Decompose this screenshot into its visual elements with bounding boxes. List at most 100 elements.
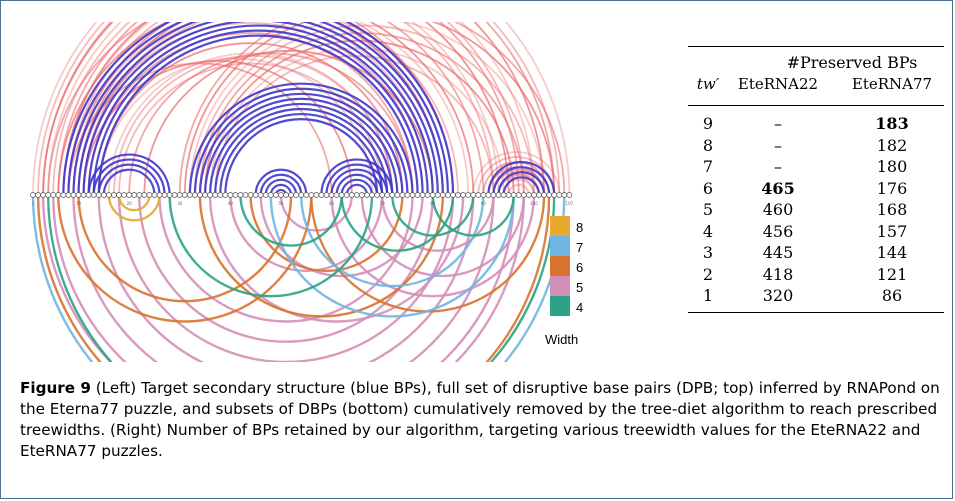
- removed-arc: [31, 194, 566, 362]
- removed-arc: [72, 194, 495, 362]
- nucleotide: [480, 192, 487, 198]
- dbp-arc: [42, 22, 545, 196]
- removed-arc: [107, 194, 161, 222]
- removed-arc: [97, 194, 475, 362]
- cell-eterna22: –: [774, 114, 782, 133]
- nucleotide: [455, 192, 461, 198]
- nucleotide: [566, 192, 573, 198]
- nucleotide: [369, 192, 375, 198]
- removed-arc: [208, 194, 465, 323]
- dbp-arc: [37, 22, 561, 196]
- nucleotide: [100, 192, 107, 198]
- legend-swatch: [550, 256, 570, 276]
- removed-arc: [229, 194, 384, 273]
- nucleotide: [55, 192, 62, 198]
- target-arc: [87, 153, 171, 196]
- dbp-arc: [72, 22, 485, 196]
- nucleotide: [541, 192, 547, 198]
- nucleotide: [338, 192, 345, 198]
- target-arc: [82, 22, 434, 196]
- nucleotide: [75, 192, 82, 198]
- nucleotide: [141, 192, 148, 198]
- nucleotide: [273, 192, 279, 198]
- nucleotide: [348, 192, 355, 198]
- arc-diagram: 1 10 20 30 40 50 60 70 80 90 100 107: [30, 22, 574, 362]
- cell-eterna22: –: [774, 157, 782, 176]
- removed-arc: [52, 194, 515, 362]
- cell-eterna22: 445: [762, 243, 794, 262]
- nucleotide: [384, 192, 391, 198]
- nucleotide: [187, 192, 193, 198]
- cell-eterna77: 157: [876, 221, 908, 241]
- caption-text: (Left) Target secondary structure (blue …: [20, 379, 940, 460]
- dbp-arc: [77, 22, 475, 196]
- removed-arc: [239, 194, 343, 247]
- nucleotide: [202, 192, 208, 198]
- table-row: 8 – 182: [688, 136, 948, 158]
- dbp-arc: [472, 151, 561, 196]
- position-tick-label: 100: [530, 201, 538, 206]
- nucleotide: [293, 192, 299, 198]
- cell-eterna77: 168: [876, 200, 908, 219]
- nucleotide: [242, 192, 249, 198]
- table-row: 6 465 176: [688, 179, 948, 201]
- nucleotide: [419, 192, 426, 198]
- dbp-arc: [183, 22, 556, 196]
- nucleotide: [45, 192, 52, 198]
- nucleotide: [318, 192, 325, 198]
- cell-eterna77: 86: [881, 286, 903, 305]
- table-row: 1 320 86: [688, 286, 948, 308]
- target-arc: [497, 171, 546, 196]
- table-row: 5 460 168: [688, 200, 948, 222]
- cell-eterna77: 183: [875, 114, 909, 133]
- legend-label: 5: [576, 280, 584, 295]
- position-tick-label: 40: [228, 201, 234, 206]
- legend-label: 6: [576, 260, 584, 275]
- nucleotide: [136, 192, 143, 198]
- target-arc: [97, 163, 161, 196]
- table-header-row: tw′ EteRNA22 EteRNA77: [688, 75, 948, 105]
- cell-tw: 6: [702, 178, 714, 198]
- nucleotide: [131, 192, 138, 198]
- nucleotide: [445, 192, 451, 198]
- nucleotide: [556, 192, 563, 198]
- nucleotide: [85, 192, 92, 198]
- target-arc: [320, 158, 394, 196]
- cell-eterna77: 176: [876, 178, 908, 198]
- nucleotide: [424, 192, 431, 198]
- table-row: 7 – 180: [688, 157, 948, 179]
- nucleotide: [90, 192, 97, 198]
- target-arc: [193, 87, 409, 196]
- removed-arc: [117, 194, 455, 362]
- nucleotide: [328, 192, 335, 198]
- target-arc: [264, 178, 298, 196]
- nucleotide: [156, 192, 163, 198]
- position-tick-label: 90: [481, 201, 487, 206]
- cell-eterna22: 320: [762, 286, 794, 305]
- position-tick-label: 107: [566, 201, 574, 206]
- legend-label: 4: [576, 300, 584, 315]
- nucleotide: [429, 192, 436, 198]
- target-arc: [492, 166, 551, 196]
- target-arc: [209, 102, 394, 196]
- nucleotide: [434, 192, 441, 198]
- nucleotide: [283, 192, 289, 198]
- cell-eterna77: 144: [876, 243, 908, 262]
- table-body: 9–183 8–182 7–180 6 465 176 5 460 168 4 456 15…: [688, 106, 948, 312]
- nucleotide: [197, 192, 203, 198]
- nucleotide: [116, 192, 122, 198]
- removed-arc: [138, 194, 434, 343]
- sequence-backbone: 1 10 20 30 40 50 60 70 80 90 100 107: [30, 192, 574, 206]
- nucleotide: [546, 192, 552, 198]
- cell-eterna22: 456: [762, 221, 794, 241]
- target-arc: [254, 168, 308, 196]
- nucleotide: [50, 192, 57, 198]
- position-tick-label: 10: [76, 201, 82, 206]
- dbp-arc: [178, 22, 566, 196]
- table-row: 9 – 183: [688, 114, 948, 136]
- target-arc: [203, 97, 399, 196]
- nucleotide: [60, 192, 67, 198]
- removed-arc: [36, 194, 551, 362]
- target-arc: [92, 158, 166, 196]
- target-arc: [335, 173, 379, 196]
